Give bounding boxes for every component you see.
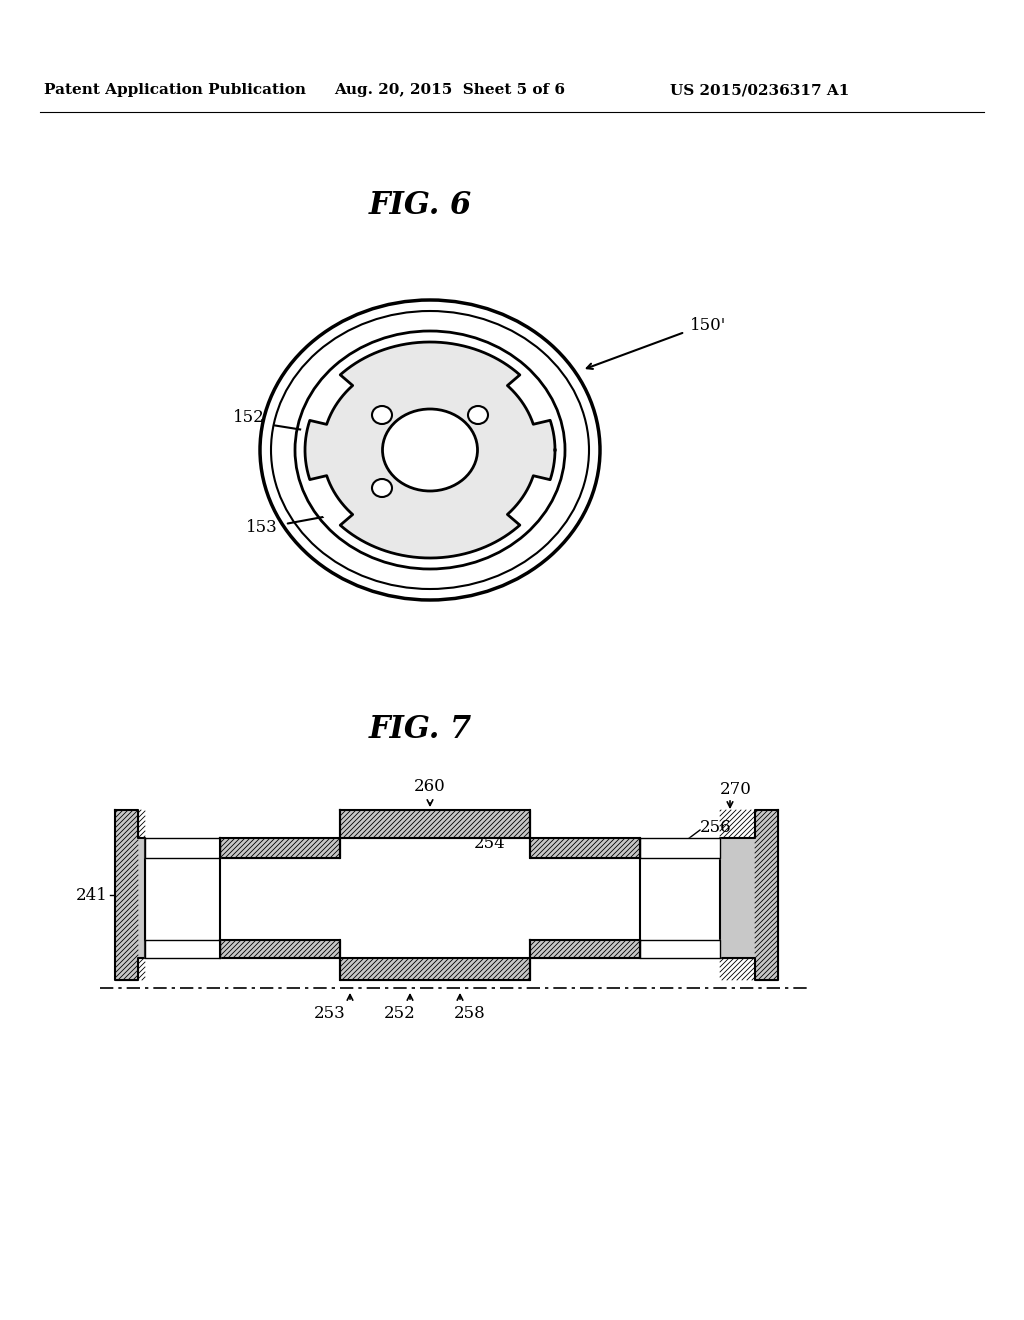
Ellipse shape [383,409,477,491]
Text: 252: 252 [384,1005,416,1022]
Polygon shape [640,838,720,858]
Text: 153: 153 [246,520,278,536]
Polygon shape [530,838,640,858]
Ellipse shape [372,407,392,424]
Text: 253: 253 [314,1005,346,1022]
Text: Patent Application Publication: Patent Application Publication [44,83,306,96]
Polygon shape [145,838,220,858]
Text: 152: 152 [233,409,265,426]
Text: FIG. 7: FIG. 7 [369,714,472,746]
Text: 260: 260 [414,777,445,795]
Polygon shape [145,940,220,958]
Polygon shape [340,958,530,979]
Text: 258: 258 [454,1005,485,1022]
Text: 254: 254 [474,834,506,851]
Ellipse shape [299,335,561,565]
Ellipse shape [468,407,488,424]
Ellipse shape [372,479,392,498]
Text: 256: 256 [700,820,731,837]
Polygon shape [640,940,720,958]
Polygon shape [530,940,640,958]
Text: 250: 250 [416,821,447,838]
Text: 241: 241 [76,887,108,903]
Text: 150': 150' [690,317,726,334]
Polygon shape [720,810,778,979]
Polygon shape [220,940,340,958]
Text: 270: 270 [720,781,752,799]
Text: US 2015/0236317 A1: US 2015/0236317 A1 [671,83,850,96]
Polygon shape [220,838,340,858]
Polygon shape [340,810,530,838]
Polygon shape [115,810,145,979]
Polygon shape [305,342,555,558]
Text: Aug. 20, 2015  Sheet 5 of 6: Aug. 20, 2015 Sheet 5 of 6 [335,83,565,96]
Text: FIG. 6: FIG. 6 [369,190,472,220]
